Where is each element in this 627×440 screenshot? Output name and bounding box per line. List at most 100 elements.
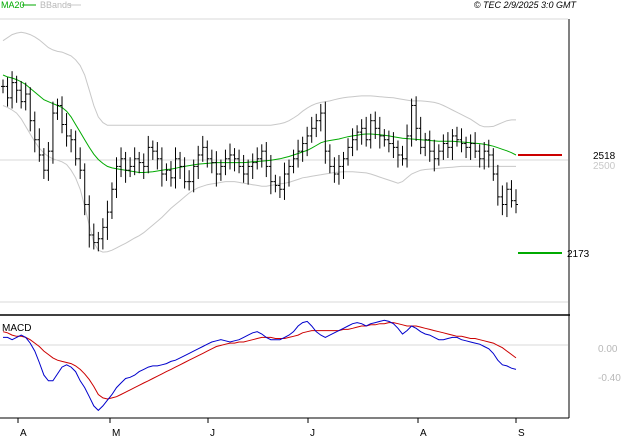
price-bar	[232, 148, 237, 172]
price-bar	[200, 135, 205, 162]
price-bar	[64, 113, 69, 147]
price-bar	[173, 147, 178, 189]
timestamp-label: © TEC 2/9/2025 3:0 GMT	[474, 0, 578, 10]
bband-lower-line	[2, 105, 516, 253]
bbands-legend-label: BBands	[40, 0, 72, 10]
price-bar	[159, 147, 164, 187]
macd-panel: MACD 0.00 -0.40	[0, 319, 621, 412]
price-bar	[418, 116, 423, 155]
price-bar	[41, 148, 46, 179]
price-bar	[46, 142, 51, 181]
price-bar	[164, 163, 169, 181]
price-bar	[491, 148, 496, 181]
price-bar	[182, 157, 187, 189]
price-bar	[314, 113, 319, 138]
resistance-label: 2518	[593, 151, 616, 162]
price-bar	[486, 139, 491, 168]
price-bar	[137, 151, 142, 174]
price-bar	[250, 153, 255, 179]
price-bar	[264, 142, 269, 178]
price-bar	[464, 136, 469, 159]
price-bar	[82, 163, 87, 216]
price-bar	[100, 218, 105, 250]
price-bar	[60, 96, 65, 134]
price-bar	[268, 154, 273, 195]
price-bar	[318, 103, 323, 132]
price-bar	[187, 170, 192, 191]
price-bar	[427, 130, 432, 162]
price-bar	[359, 119, 364, 145]
price-bar	[282, 162, 287, 200]
price-bar	[373, 111, 378, 139]
price-bar	[514, 189, 518, 214]
price-bar	[241, 154, 246, 183]
price-bar	[391, 132, 396, 159]
price-bar	[450, 129, 455, 160]
price-bar	[155, 142, 160, 170]
price-bar	[273, 174, 278, 193]
price-bar	[91, 223, 96, 250]
price-bar	[423, 132, 428, 157]
price-bar	[255, 147, 260, 170]
price-bar	[382, 129, 387, 147]
price-bar	[468, 134, 473, 160]
price-bar	[504, 182, 509, 218]
price-bar	[28, 87, 33, 132]
price-bar	[473, 132, 478, 159]
price-bar	[395, 140, 400, 168]
price-bar	[377, 116, 382, 149]
price-bar	[205, 140, 210, 168]
price-bar	[1, 79, 5, 94]
price-bar	[223, 149, 228, 176]
price-bar	[350, 128, 355, 157]
price-bar	[409, 98, 414, 147]
price-bar	[55, 98, 60, 120]
price-bar	[73, 130, 78, 166]
price-bar	[109, 182, 114, 219]
macd-tick-neg: -0.40	[598, 373, 621, 384]
price-bar	[5, 77, 10, 107]
price-bar	[364, 116, 369, 147]
price-bar	[454, 126, 459, 147]
price-bar	[50, 101, 55, 164]
bband-upper-line	[2, 31, 516, 128]
price-bar	[459, 128, 464, 153]
price-bar	[23, 82, 28, 111]
x-tick-label: A	[20, 428, 27, 439]
price-bar	[336, 154, 341, 185]
price-bar	[346, 138, 351, 166]
price-bar	[209, 149, 214, 174]
price-bar	[441, 134, 446, 160]
price-bar	[227, 143, 232, 170]
price-bar	[191, 159, 196, 193]
macd-line	[3, 319, 517, 412]
price-bar	[196, 145, 201, 179]
price-bar	[87, 195, 92, 248]
price-bar	[500, 185, 505, 216]
price-bar	[355, 125, 360, 151]
price-bar	[150, 140, 155, 160]
price-bar	[309, 116, 314, 143]
price-bar	[300, 136, 305, 162]
price-bar	[509, 180, 514, 208]
price-bar	[495, 164, 500, 206]
price-bar	[32, 111, 37, 153]
price-panel: 2518 2500 2173	[0, 18, 616, 303]
price-bar	[78, 147, 83, 179]
price-bar	[69, 129, 74, 153]
price-bar	[436, 144, 441, 166]
price-bar	[332, 157, 337, 183]
price-bar	[96, 231, 101, 252]
price-bar	[146, 135, 151, 174]
price-bar	[432, 139, 437, 172]
support-label: 2173	[567, 249, 590, 260]
ma-legend-label: MA20	[1, 0, 25, 10]
price-bar	[296, 139, 301, 168]
price-bar	[237, 149, 242, 174]
price-bar	[368, 113, 373, 149]
x-tick-label: M	[112, 428, 120, 439]
price-bar	[246, 159, 251, 185]
x-tick-label: A	[420, 428, 427, 439]
